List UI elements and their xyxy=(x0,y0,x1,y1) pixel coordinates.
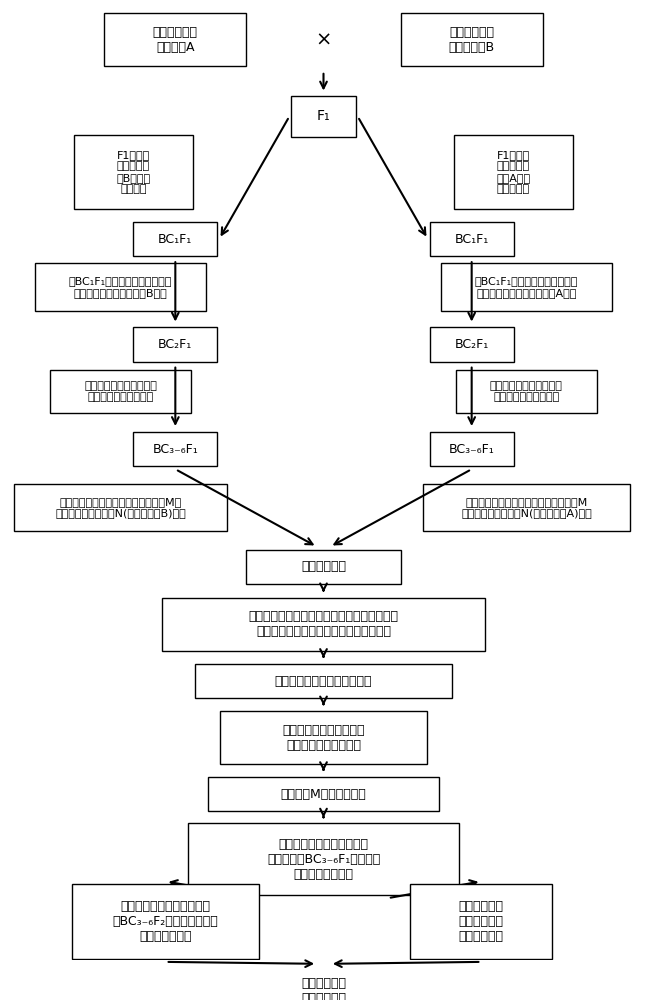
Text: 从分离群体中选取带有目标性状单株M及
不带有目标性状单株N(也可是亲本B)各一: 从分离群体中选取带有目标性状单株M及 不带有目标性状单株N(也可是亲本B)各一 xyxy=(55,497,186,518)
Text: 比较两份材料在多态上的差异: 比较两份材料在多态上的差异 xyxy=(275,675,372,688)
Text: 继续从回交分离群体中选
取单株为父本进行回交: 继续从回交分离群体中选 取单株为父本进行回交 xyxy=(490,381,563,402)
Text: BC₁F₁: BC₁F₁ xyxy=(159,233,192,246)
FancyBboxPatch shape xyxy=(430,222,514,256)
Text: 继续从回交分离群体中选
取单株为父本进行回交: 继续从回交分离群体中选 取单株为父本进行回交 xyxy=(84,381,157,402)
Text: 从BC₁F₁分离群体中挑选不带有
目标性状单株为父本继续与A回交: 从BC₁F₁分离群体中挑选不带有 目标性状单株为父本继续与A回交 xyxy=(475,276,578,298)
FancyBboxPatch shape xyxy=(188,823,459,895)
FancyBboxPatch shape xyxy=(400,13,543,66)
FancyBboxPatch shape xyxy=(208,777,439,811)
Text: BC₃₋₆F₁: BC₃₋₆F₁ xyxy=(153,443,198,456)
FancyBboxPatch shape xyxy=(441,263,612,311)
Text: F₁: F₁ xyxy=(316,109,331,123)
FancyBboxPatch shape xyxy=(72,884,259,959)
Text: 全基因组测序: 全基因组测序 xyxy=(301,560,346,573)
FancyBboxPatch shape xyxy=(423,484,630,531)
FancyBboxPatch shape xyxy=(74,135,193,209)
Text: 不带有目标性
状纯系亲本B: 不带有目标性 状纯系亲本B xyxy=(448,26,495,54)
FancyBboxPatch shape xyxy=(14,484,227,531)
FancyBboxPatch shape xyxy=(291,96,356,137)
Text: ×: × xyxy=(315,30,332,49)
Text: BC₂F₁: BC₂F₁ xyxy=(159,338,192,351)
Text: BC₂F₁: BC₂F₁ xyxy=(455,338,488,351)
FancyBboxPatch shape xyxy=(195,664,452,698)
Text: F1若带有
目标性状则
以B为母本
进行回交: F1若带有 目标性状则 以B为母本 进行回交 xyxy=(116,150,151,194)
FancyBboxPatch shape xyxy=(410,884,552,959)
FancyBboxPatch shape xyxy=(133,327,217,362)
FancyBboxPatch shape xyxy=(430,327,514,362)
FancyBboxPatch shape xyxy=(247,550,400,584)
FancyBboxPatch shape xyxy=(104,13,247,66)
FancyBboxPatch shape xyxy=(455,370,597,413)
Text: 从分离群体中选取不带有目标性状单株M
及带有目标性状单株N(也可是亲本A)各一: 从分离群体中选取不带有目标性状单株M 及带有目标性状单株N(也可是亲本A)各一 xyxy=(461,497,592,518)
Text: 测序结果与已有水稻基因组序列进行比对，获
得测序单株基因组与参考基因组间的多态: 测序结果与已有水稻基因组序列进行比对，获 得测序单株基因组与参考基因组间的多态 xyxy=(248,610,399,638)
FancyBboxPatch shape xyxy=(35,263,206,311)
Text: 从BC₁F₁分离群体中挑选带有目
标性状单株为父本继续与B回交: 从BC₁F₁分离群体中挑选带有目 标性状单株为父本继续与B回交 xyxy=(69,276,172,298)
FancyBboxPatch shape xyxy=(50,370,192,413)
Text: 对两份材料杂合位点在基
因组上的分布进行比较: 对两份材料杂合位点在基 因组上的分布进行比较 xyxy=(282,724,365,752)
Text: 继续以测序多态设计引物，
以BC₃₋₆F₂为群体对目标性
状进行精细定位: 继续以测序多态设计引物， 以BC₃₋₆F₂为群体对目标性 状进行精细定位 xyxy=(113,900,219,943)
FancyBboxPatch shape xyxy=(234,967,413,1000)
Text: 以测序结果对
目标区间内的
基因进行分析: 以测序结果对 目标区间内的 基因进行分析 xyxy=(459,900,504,943)
Text: BC₃₋₆F₁: BC₃₋₆F₁ xyxy=(449,443,494,456)
FancyBboxPatch shape xyxy=(133,432,217,466)
Text: 获得材料M杂合位点区间: 获得材料M杂合位点区间 xyxy=(281,788,366,801)
Text: BC₁F₁: BC₁F₁ xyxy=(455,233,488,246)
FancyBboxPatch shape xyxy=(221,711,426,764)
Text: 获得候选基因
进行功能验证: 获得候选基因 进行功能验证 xyxy=(301,977,346,1000)
FancyBboxPatch shape xyxy=(133,222,217,256)
Text: 根据测序结果在杂合区间设
计引物，以BC₃₋₆F₁为群体对
目标性状进行定位: 根据测序结果在杂合区间设 计引物，以BC₃₋₆F₁为群体对 目标性状进行定位 xyxy=(267,838,380,881)
Text: F1若不带
有目标性状
则以A为母
本进行回交: F1若不带 有目标性状 则以A为母 本进行回交 xyxy=(496,150,531,194)
FancyBboxPatch shape xyxy=(454,135,573,209)
Text: 带有目标性状
纯系亲本A: 带有目标性状 纯系亲本A xyxy=(153,26,198,54)
FancyBboxPatch shape xyxy=(430,432,514,466)
FancyBboxPatch shape xyxy=(162,598,485,651)
